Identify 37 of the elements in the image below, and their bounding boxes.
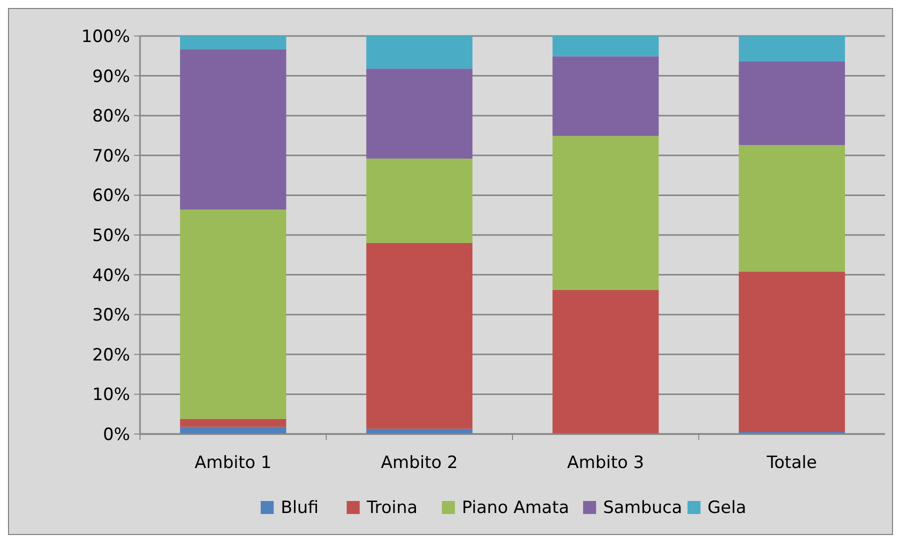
bar	[552, 136, 659, 290]
bar	[180, 210, 286, 419]
bar	[366, 158, 472, 243]
bar	[180, 49, 286, 210]
legend-label: Piano Amata	[462, 498, 570, 518]
y-tick-label: 0%	[103, 424, 130, 445]
bar	[738, 272, 845, 432]
y-tick-label: 10%	[92, 385, 130, 406]
y-tick-label: 60%	[92, 186, 130, 206]
legend-label: Troina	[366, 498, 418, 518]
x-tick-label: Ambito 2	[380, 453, 458, 473]
y-tick-label: 40%	[92, 266, 130, 286]
bar	[738, 145, 845, 272]
y-tick-label: 90%	[92, 66, 130, 87]
bar	[366, 68, 472, 159]
y-tick-label: 80%	[92, 106, 130, 127]
x-tick-label: Ambito 3	[567, 453, 644, 473]
bar	[366, 242, 472, 429]
bar	[180, 418, 286, 427]
bar	[552, 36, 659, 56]
bar	[552, 56, 659, 136]
x-tick-label: Ambito 1	[194, 453, 272, 473]
bar	[552, 290, 659, 434]
legend-label: Blufi	[280, 498, 319, 518]
bar	[738, 36, 845, 62]
bar	[738, 61, 845, 146]
legend-label: Sambuca	[603, 498, 682, 518]
y-tick-label: 20%	[92, 345, 130, 366]
y-tick-label: 100%	[81, 26, 130, 47]
legend-label: Gela	[708, 498, 746, 518]
bar	[180, 426, 286, 434]
x-tick-label: Totale	[766, 453, 817, 473]
bar	[366, 36, 472, 69]
y-tick-label: 50%	[92, 226, 130, 246]
y-tick-label: 70%	[92, 146, 130, 166]
bar	[180, 36, 286, 50]
y-tick-label: 30%	[92, 306, 130, 326]
